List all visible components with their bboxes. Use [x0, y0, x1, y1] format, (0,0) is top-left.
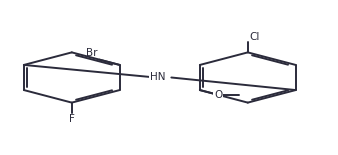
Text: HN: HN: [149, 73, 165, 82]
Text: Br: Br: [86, 48, 98, 58]
Text: F: F: [69, 114, 75, 124]
Text: Cl: Cl: [249, 32, 260, 42]
Text: O: O: [214, 90, 222, 100]
